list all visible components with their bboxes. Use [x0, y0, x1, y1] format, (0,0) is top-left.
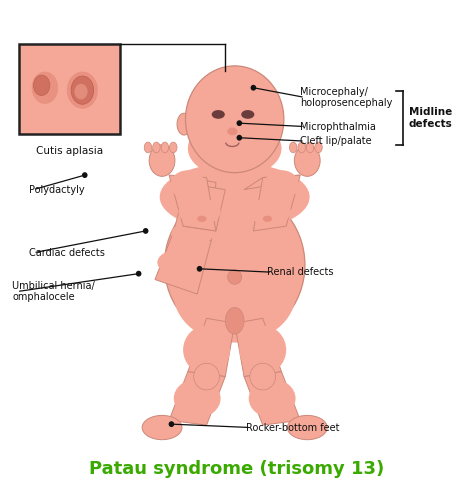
Ellipse shape: [227, 128, 237, 136]
Polygon shape: [174, 178, 216, 241]
Polygon shape: [244, 175, 300, 190]
Text: Cardiac defects: Cardiac defects: [28, 248, 104, 258]
Ellipse shape: [153, 142, 160, 153]
Ellipse shape: [67, 72, 98, 109]
Ellipse shape: [287, 415, 327, 439]
Text: Umbilical hernia/
omphalocele: Umbilical hernia/ omphalocele: [12, 281, 95, 302]
Circle shape: [143, 228, 148, 234]
Ellipse shape: [249, 198, 291, 225]
Ellipse shape: [315, 142, 322, 153]
Circle shape: [228, 270, 242, 284]
Ellipse shape: [250, 363, 276, 390]
Circle shape: [82, 172, 88, 178]
Polygon shape: [169, 372, 225, 425]
Ellipse shape: [298, 142, 305, 153]
Ellipse shape: [306, 142, 314, 153]
Text: Cleft lip/palate: Cleft lip/palate: [300, 136, 372, 146]
Ellipse shape: [172, 221, 214, 246]
Ellipse shape: [197, 216, 207, 222]
Ellipse shape: [164, 190, 305, 340]
Text: Cutis aplasia: Cutis aplasia: [36, 146, 103, 156]
Circle shape: [169, 421, 174, 427]
Ellipse shape: [157, 250, 195, 274]
Circle shape: [197, 266, 202, 272]
Ellipse shape: [249, 379, 296, 418]
Ellipse shape: [149, 145, 175, 176]
Text: Polydactyly: Polydactyly: [28, 185, 84, 194]
Polygon shape: [183, 185, 225, 231]
Ellipse shape: [34, 75, 50, 95]
Text: Patau syndrome (trisomy 13): Patau syndrome (trisomy 13): [90, 460, 384, 478]
Circle shape: [237, 120, 242, 126]
Ellipse shape: [161, 142, 169, 153]
Circle shape: [136, 271, 141, 276]
Ellipse shape: [263, 216, 272, 222]
Polygon shape: [244, 372, 300, 425]
Polygon shape: [155, 231, 211, 294]
Ellipse shape: [225, 307, 244, 334]
Ellipse shape: [239, 326, 286, 374]
Text: Midline
defects: Midline defects: [409, 107, 453, 129]
Ellipse shape: [183, 326, 230, 374]
Text: Microcephaly/
holoprosencephaly: Microcephaly/ holoprosencephaly: [300, 86, 392, 108]
Ellipse shape: [294, 145, 320, 176]
Circle shape: [237, 135, 242, 140]
Polygon shape: [169, 175, 216, 231]
Polygon shape: [188, 318, 235, 377]
Ellipse shape: [178, 198, 220, 225]
Ellipse shape: [177, 113, 191, 135]
Ellipse shape: [170, 142, 177, 153]
Ellipse shape: [71, 76, 94, 104]
FancyBboxPatch shape: [19, 44, 120, 134]
Ellipse shape: [74, 84, 88, 99]
Ellipse shape: [170, 170, 205, 199]
Ellipse shape: [194, 363, 219, 390]
Ellipse shape: [185, 66, 284, 173]
Polygon shape: [220, 168, 249, 185]
Ellipse shape: [212, 110, 225, 119]
Text: Rocker-bottom feet: Rocker-bottom feet: [246, 423, 340, 433]
Ellipse shape: [32, 72, 58, 104]
Circle shape: [251, 85, 256, 91]
Ellipse shape: [144, 142, 152, 153]
Ellipse shape: [160, 163, 310, 231]
Ellipse shape: [290, 142, 297, 153]
Text: Renal defects: Renal defects: [267, 267, 334, 277]
Ellipse shape: [174, 379, 220, 418]
Ellipse shape: [241, 110, 255, 119]
Polygon shape: [235, 318, 282, 377]
Ellipse shape: [174, 246, 296, 343]
Text: Microphthalmia: Microphthalmia: [300, 122, 376, 132]
Polygon shape: [220, 163, 249, 182]
Ellipse shape: [188, 119, 282, 178]
Polygon shape: [254, 175, 300, 231]
Ellipse shape: [142, 415, 182, 439]
Ellipse shape: [264, 170, 299, 199]
